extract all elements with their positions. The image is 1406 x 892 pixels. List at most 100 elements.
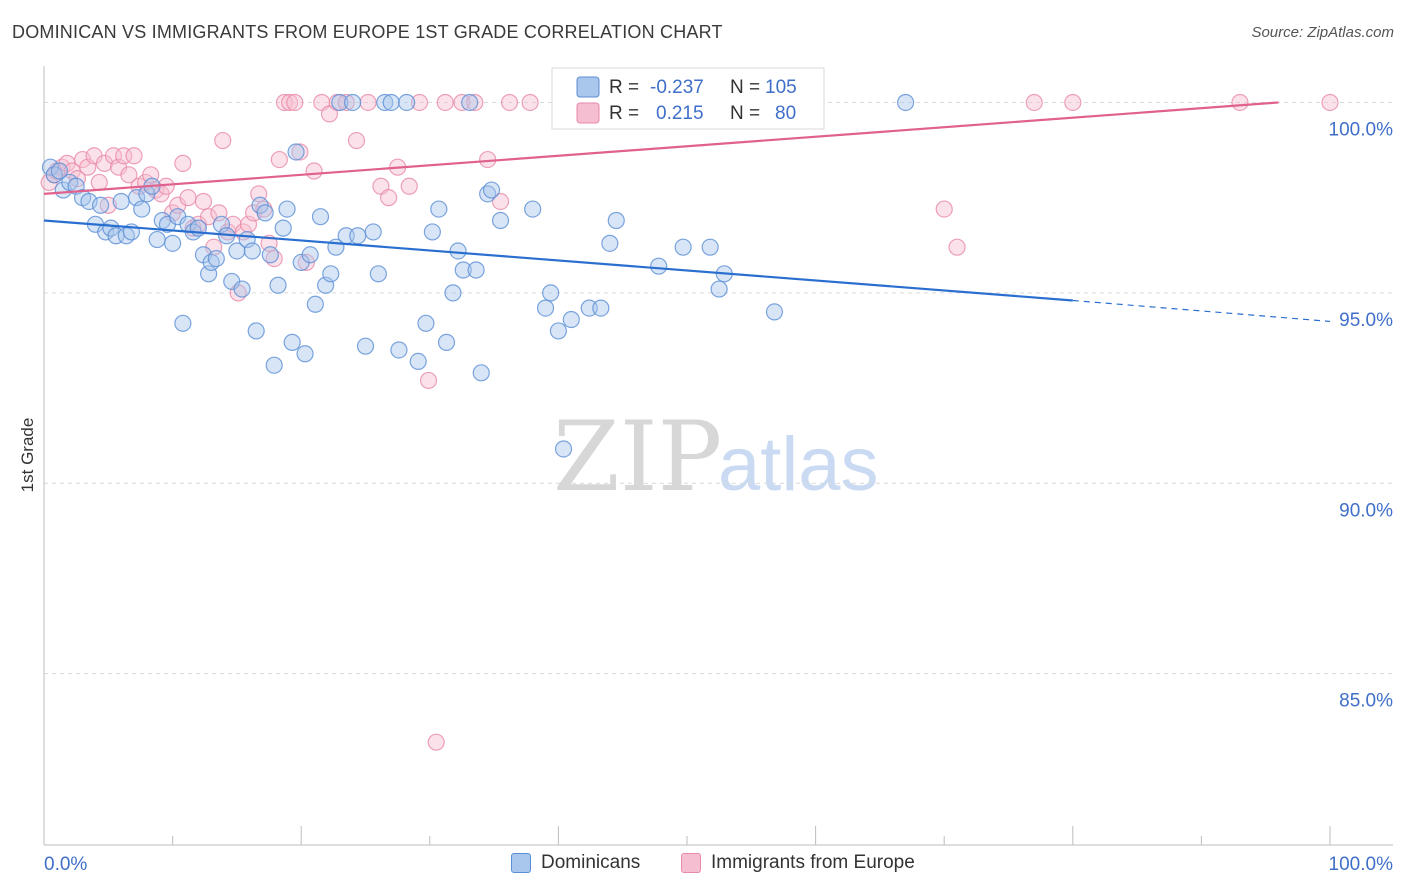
dominicans-point-90 (592, 299, 610, 317)
dominicans-point-72 (430, 200, 448, 218)
dominicans-point-96 (710, 280, 728, 298)
grid-lines (44, 101, 1393, 675)
stats-legend-swatch-dominicans (576, 76, 600, 98)
stats-legend-swatch-immigrants (576, 102, 600, 124)
y-tick-label-3: 85.0% (1339, 691, 1393, 712)
immigrants-point-64 (427, 733, 445, 751)
dominicans-point-47 (278, 200, 296, 218)
tick-labels: 100.0% 95.0% 90.0% 85.0% 0.0% 100.0% (44, 119, 1393, 875)
dominicans-point-45 (269, 276, 287, 294)
dominicans-point-65 (376, 93, 394, 112)
dominicans-point-85 (542, 284, 560, 302)
chart-title: DOMINICAN VS IMMIGRANTS FROM EUROPE 1ST … (12, 22, 723, 42)
dominicans-point-92 (607, 211, 625, 230)
dominicans-point-23 (164, 234, 182, 252)
dominicans-point-82 (491, 211, 510, 230)
dominicans-point-62 (356, 337, 375, 355)
trend-line-dominicans-extension (1072, 299, 1331, 323)
dominicans-point-43 (261, 246, 279, 264)
stats-legend-n-dominicans: 105 (765, 77, 797, 98)
trend-line-dominicans (43, 219, 1073, 302)
zipatlas-watermark: ZIP atlas (553, 401, 879, 513)
dominicans-point-49 (287, 143, 305, 161)
dominicans-point-95 (701, 238, 719, 256)
dominicans-point-2 (50, 162, 69, 180)
dominicans-point-52 (301, 246, 319, 264)
dominicans-point-46 (274, 219, 292, 237)
dominicans-point-17 (133, 200, 151, 218)
immigrants-point-34 (214, 131, 232, 150)
immigrants-point-31 (200, 208, 218, 226)
dominicans-point-67 (390, 341, 408, 359)
immigrants-point-10 (90, 173, 108, 192)
immigrants-point-77 (1064, 93, 1082, 112)
immigrants-point-55 (337, 93, 355, 112)
stats-legend-r-immigrants: 0.215 (656, 103, 704, 124)
immigrants-point-47 (281, 93, 299, 112)
dominicans-point-37 (233, 280, 251, 298)
immigrants-point-62 (410, 93, 429, 112)
trend-line-immigrants (43, 101, 1279, 195)
immigrants-point-59 (380, 189, 398, 207)
stats-legend-r-label-dominicans: R = (609, 77, 639, 98)
dominicans-point-87 (554, 440, 573, 458)
source-credit: Source: ZipAtlas.com (1251, 24, 1394, 41)
immigrants-point-76 (1025, 93, 1043, 112)
immigrants-point-79 (1321, 93, 1339, 112)
legend-label-dominicans: Dominicans (541, 852, 641, 873)
immigrants-point-56 (347, 131, 366, 150)
series-dominicans (41, 93, 915, 458)
stats-legend-n-immigrants: 80 (775, 103, 796, 124)
dominicans-point-54 (311, 208, 330, 226)
immigrants-point-45 (270, 150, 288, 169)
watermark-zip: ZIP (553, 401, 722, 513)
dominicans-point-74 (444, 284, 462, 302)
dominicans-point-9 (91, 196, 110, 214)
y-tick-label-0: 100.0% (1329, 119, 1394, 140)
immigrants-point-78 (1231, 93, 1249, 112)
immigrants-point-27 (179, 189, 197, 207)
y-tick-label-2: 90.0% (1339, 500, 1393, 521)
dominicans-point-53 (306, 295, 324, 313)
bottom-legend: Dominicans Immigrants from Europe (0, 852, 1406, 878)
stats-legend-n-label-dominicans: N = (730, 77, 760, 98)
x-tick-label-min: 0.0% (44, 854, 87, 875)
immigrants-point-71 (521, 93, 539, 112)
dominicans-point-13 (112, 192, 130, 211)
x-tick-label-max: 100.0% (1329, 854, 1394, 875)
dominicans-point-86 (549, 322, 568, 340)
axes (43, 66, 1393, 846)
legend-item-immigrants[interactable]: Immigrants from Europe (681, 852, 915, 874)
dominicans-point-71 (423, 223, 441, 241)
immigrants-point-57 (359, 93, 377, 112)
legend-label-immigrants: Immigrants from Europe (711, 852, 915, 873)
dominicans-point-70 (417, 314, 435, 332)
dominicans-point-77 (461, 93, 479, 112)
dominicans-point-40 (247, 322, 265, 340)
immigrants-point-17 (125, 147, 143, 165)
immigrants-point-75 (948, 238, 966, 256)
trend-lines (43, 101, 1331, 323)
dominicans-point-76 (454, 261, 472, 279)
dominicans-point-69 (409, 352, 427, 370)
stats-legend: R = -0.237 N = 105 R = 0.215 N = 80 (551, 67, 825, 130)
immigrants-point-16 (120, 166, 138, 184)
dominicans-point-61 (349, 227, 367, 245)
y-tick-label-1: 95.0% (1339, 310, 1393, 331)
immigrants-point-26 (174, 154, 192, 172)
dominicans-point-39 (243, 242, 261, 260)
dominicans-point-66 (382, 93, 400, 112)
dominicans-point-68 (398, 93, 416, 112)
dominicans-point-94 (674, 238, 692, 256)
dominicans-point-48 (283, 333, 301, 351)
dominicans-point-25 (174, 314, 192, 332)
watermark-atlas: atlas (718, 422, 879, 507)
dominicans-point-83 (524, 200, 542, 218)
dominicans-point-73 (437, 333, 456, 351)
legend-item-dominicans[interactable]: Dominicans (511, 852, 640, 874)
dominicans-point-20 (148, 230, 166, 249)
dominicans-point-98 (765, 303, 784, 321)
stats-legend-n-label-immigrants: N = (730, 103, 760, 124)
immigrants-point-49 (291, 143, 309, 161)
